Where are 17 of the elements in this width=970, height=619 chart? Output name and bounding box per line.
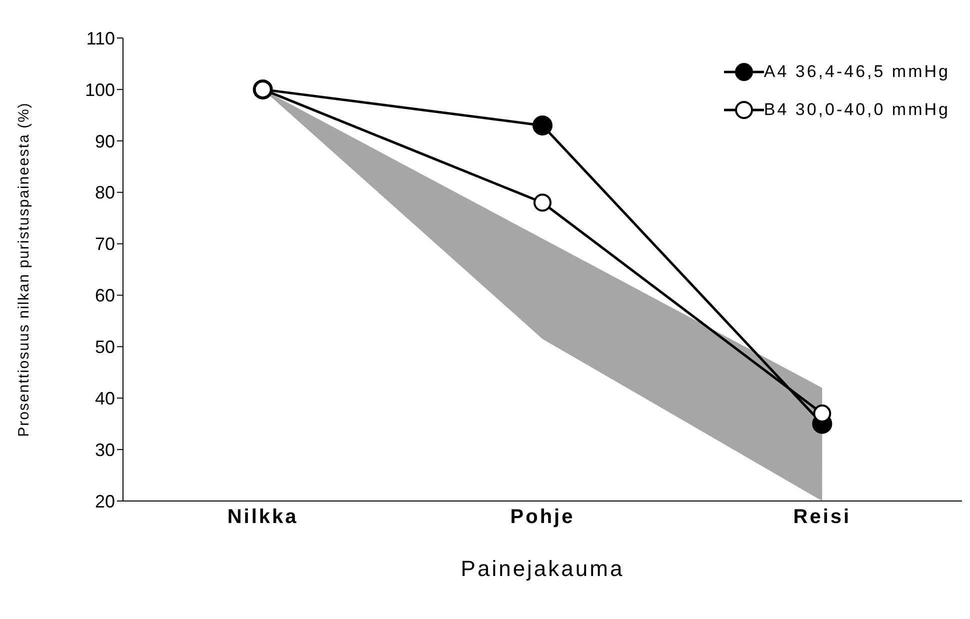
y-tick-label: 20 <box>94 491 115 512</box>
y-tick-label: 30 <box>94 440 115 460</box>
y-tick-label: 50 <box>94 337 115 358</box>
y-tick-label: 100 <box>84 80 115 100</box>
legend-label: A4 36,4-46,5 mmHg <box>764 62 950 82</box>
x-axis-title: Painejakauma <box>460 556 624 581</box>
y-tick-label: 40 <box>94 388 115 408</box>
y-tick-label: 80 <box>94 182 115 203</box>
x-tick-label: Pohje <box>510 506 575 528</box>
y-tick-label: 60 <box>94 286 115 306</box>
y-tick-label: 70 <box>94 234 115 254</box>
y-tick-label: 110 <box>86 28 115 48</box>
y-tick-label: 90 <box>94 131 115 152</box>
x-tick-label: Reisi <box>793 506 852 528</box>
y-axis-title: Prosenttiosuus nilkan puristuspaineesta (%) <box>15 102 32 437</box>
x-tick-label: Nilkka <box>227 506 298 528</box>
legend-label: B4 30,0-40,0 mmHg <box>764 100 950 120</box>
